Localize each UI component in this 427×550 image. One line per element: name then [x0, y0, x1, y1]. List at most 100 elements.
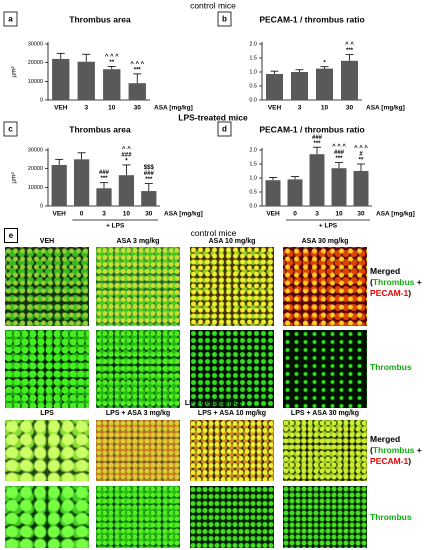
merged-label: Merged (Thrombus + PECAM-1)	[370, 266, 422, 298]
chart-title: PECAM-1 / thrombus ratio	[259, 124, 364, 134]
micrograph	[283, 330, 367, 408]
significance-label: *	[323, 60, 326, 66]
y-tick-label: 1.0	[249, 69, 257, 75]
micrograph	[5, 247, 89, 326]
significance-label: ^ ^	[345, 42, 354, 48]
significance-label: ^ ^ ^	[332, 144, 346, 150]
bar	[265, 180, 281, 206]
column-label: LPS + ASA 30 mg/kg	[290, 410, 360, 417]
y-tick-label: 20000	[28, 60, 43, 66]
significance-label: ^ ^ ^	[130, 61, 144, 67]
x-tick-label: VEH	[266, 211, 280, 218]
bar	[266, 73, 283, 100]
y-tick-label: 20000	[28, 166, 43, 172]
x-tick-label: 3	[298, 105, 302, 112]
panel-box	[3, 11, 18, 27]
bar	[118, 175, 135, 206]
bar	[141, 191, 157, 206]
bar	[51, 164, 67, 206]
thrombus-label: Thrombus	[370, 512, 412, 522]
y-tick-label: 1.5	[249, 55, 257, 61]
micrograph	[96, 420, 180, 481]
y-axis-label: µm²	[11, 66, 18, 78]
y-tick-label: 2.0	[249, 147, 257, 153]
bar	[96, 188, 112, 206]
x-axis-label: ASA [mg/kg]	[164, 211, 203, 218]
bar	[73, 159, 90, 206]
y-tick-label: 30000	[28, 147, 43, 153]
bar	[52, 58, 70, 100]
micrograph	[96, 330, 180, 408]
y-tick-label: 0	[40, 203, 43, 209]
x-tick-label: 0	[80, 211, 84, 218]
chart-title: Thrombus area	[69, 124, 131, 134]
micrograph	[283, 420, 367, 481]
x-tick-label: 3	[102, 211, 106, 218]
significance-label: $$$	[144, 165, 155, 171]
bar	[128, 83, 146, 100]
column-label: ASA 3 mg/kg	[116, 238, 160, 245]
bar	[341, 60, 358, 100]
significance-label: ^ ^ ^	[105, 54, 119, 60]
significance-label: ###	[99, 170, 110, 176]
y-tick-label: 0.0	[249, 97, 257, 103]
column-label: VEH	[39, 238, 55, 245]
x-tick-label: 30	[357, 211, 365, 218]
significance-label: #	[359, 152, 363, 158]
chart-title: PECAM-1 / thrombus ratio	[259, 14, 364, 24]
significance-label: ^ ^ ^	[354, 146, 368, 152]
x-tick-label: 3	[84, 105, 88, 112]
section-title: LPS-treated mice	[184, 400, 243, 407]
significance-label: ***	[134, 67, 142, 73]
significance-label: **	[359, 158, 364, 164]
micrograph	[5, 420, 89, 481]
y-tick-label: 0.5	[249, 189, 257, 195]
section-title: control mice	[190, 228, 237, 238]
x-tick-label: 30	[134, 105, 142, 112]
charts: control mice LPS-treated mice a Thrombus ar…	[3, 0, 415, 230]
micrograph	[190, 420, 274, 481]
significance-label: ***	[145, 177, 153, 183]
x-tick-label: 3	[315, 211, 319, 218]
x-tick-label: 30	[145, 211, 153, 218]
micrograph	[96, 247, 180, 326]
y-tick-label: 10000	[28, 79, 43, 85]
bar	[309, 154, 325, 206]
group-label: + LPS	[106, 223, 125, 230]
column-label: LPS + ASA 3 mg/kg	[105, 410, 171, 417]
x-axis-label: ASA [mg/kg]	[376, 211, 415, 218]
significance-label: ***	[100, 176, 108, 182]
significance-label: ###	[312, 135, 323, 141]
significance-label: ^ ^	[122, 147, 131, 153]
micrograph	[190, 486, 274, 548]
y-tick-label: 2.0	[249, 41, 257, 47]
micrograph	[283, 486, 367, 548]
panel-box	[217, 121, 232, 137]
micrograph	[283, 247, 367, 326]
micrograph	[5, 330, 89, 408]
x-tick-label: VEH	[54, 105, 68, 112]
significance-label: ###	[144, 171, 155, 177]
panel-box	[3, 121, 18, 137]
panel-box	[217, 11, 232, 27]
section-title: control mice	[190, 0, 236, 10]
significance-label: ***	[313, 141, 321, 147]
x-axis-label: ASA [mg/kg]	[366, 105, 405, 112]
group-label: + LPS	[319, 223, 338, 230]
bar	[287, 179, 303, 206]
y-tick-label: 0	[40, 97, 43, 103]
section-title: LPS-treated mice	[178, 112, 248, 122]
significance-label: ***	[346, 48, 354, 54]
column-label: ASA 10 mg/kg	[208, 238, 256, 245]
column-label: LPS + ASA 10 mg/kg	[197, 410, 267, 417]
bar	[77, 61, 95, 100]
x-tick-label: 10	[108, 105, 116, 112]
y-tick-label: 0.0	[249, 203, 257, 209]
panel-label: d	[222, 125, 227, 134]
x-tick-label: VEH	[53, 211, 67, 218]
merged-label: Merged (Thrombus + PECAM-1)	[370, 434, 422, 466]
x-tick-label: VEH	[268, 105, 282, 112]
x-tick-label: 30	[346, 105, 354, 112]
micrograph	[190, 247, 274, 326]
